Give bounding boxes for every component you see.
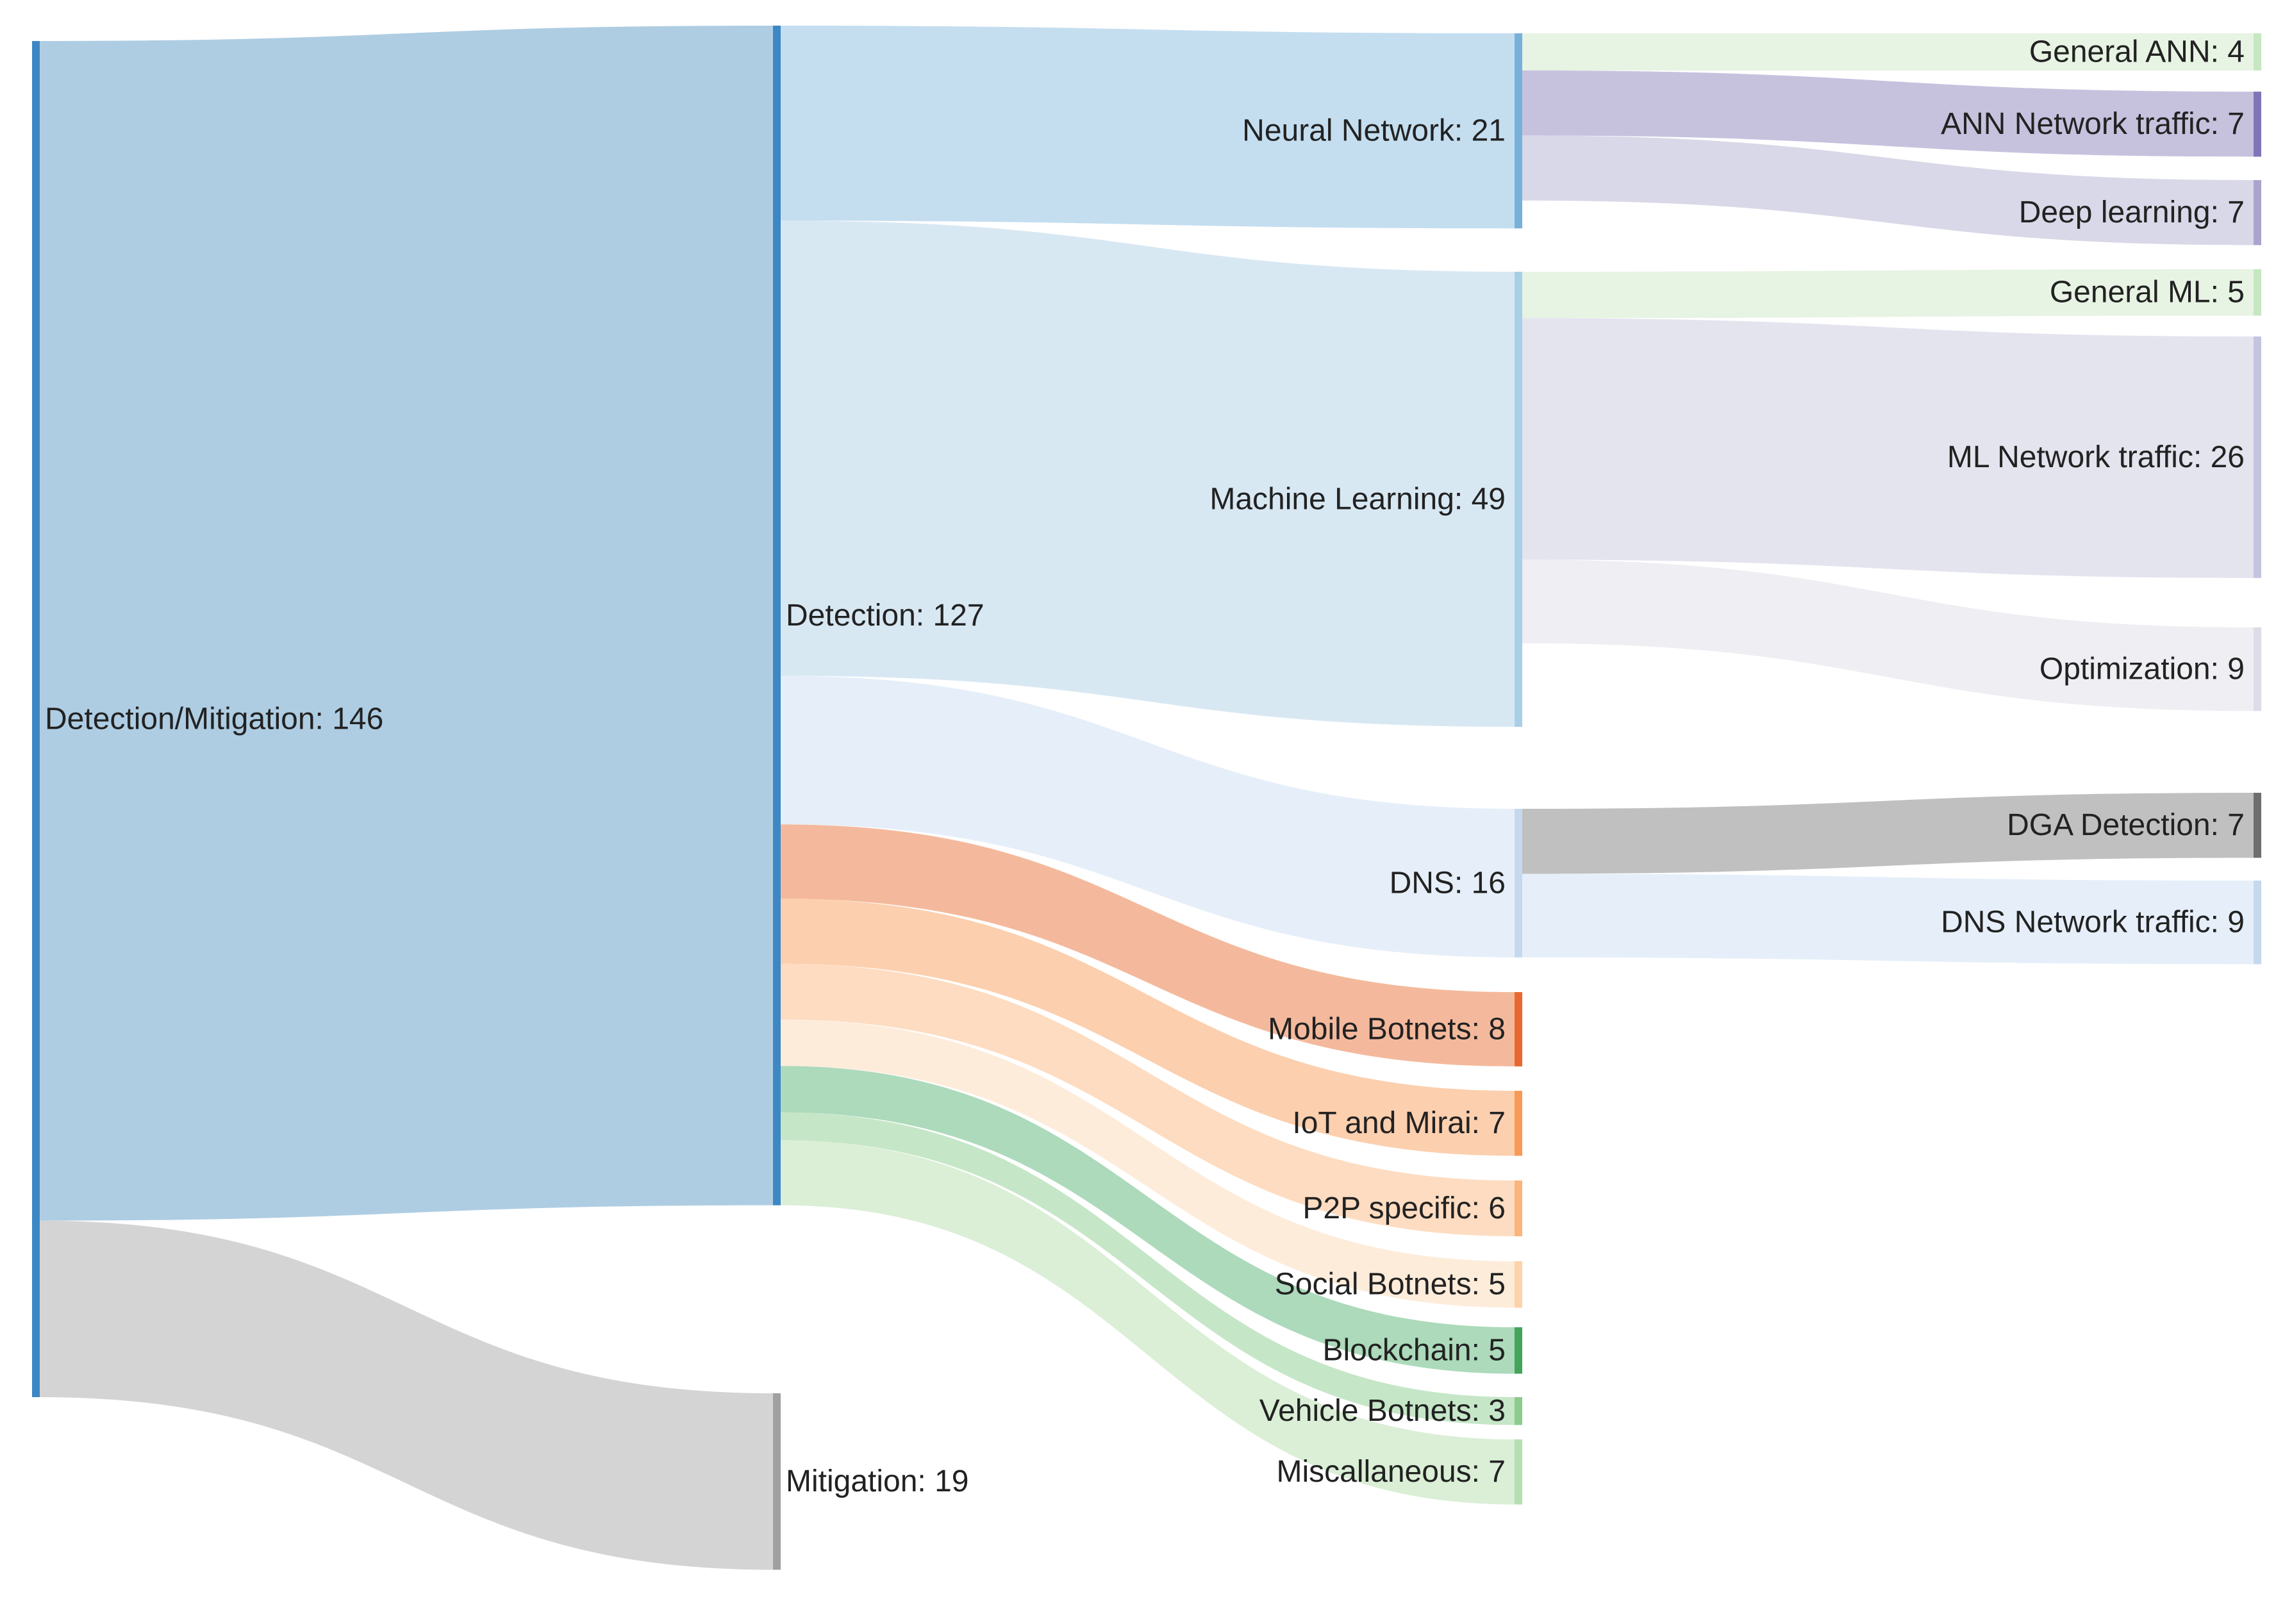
node-label-dl: Deep learning: 7 — [2019, 195, 2245, 229]
node-label-det: Detection: 127 — [786, 599, 984, 633]
node-bar-mit[interactable] — [773, 1393, 781, 1570]
link-ml-to-opt — [1522, 559, 2254, 711]
node-bar-p2p[interactable] — [1515, 1181, 1522, 1236]
node-label-gml: General ML: 5 — [2050, 276, 2245, 310]
link-det-to-iot — [781, 899, 1515, 1156]
node-label-nn: Neural Network: 21 — [1242, 114, 1506, 148]
link-det-to-veh — [781, 1112, 1515, 1425]
link-det-to-p2p — [781, 963, 1515, 1236]
node-bar-dl[interactable] — [2254, 180, 2261, 245]
node-bar-annt[interactable] — [2254, 92, 2261, 157]
node-label-opt: Optimization: 9 — [2039, 652, 2245, 686]
node-label-mit: Mitigation: 19 — [786, 1464, 969, 1498]
node-bar-mlnt[interactable] — [2254, 336, 2261, 578]
node-label-mob: Mobile Botnets: 8 — [1268, 1012, 1506, 1046]
node-label-dns: DNS: 16 — [1390, 866, 1506, 900]
node-bar-det[interactable] — [773, 26, 781, 1206]
node-bar-veh[interactable] — [1515, 1397, 1522, 1425]
node-label-blk: Blockchain: 5 — [1323, 1334, 1506, 1368]
node-bar-blk[interactable] — [1515, 1327, 1522, 1374]
link-nn-to-dl — [1522, 135, 2254, 245]
links-layer — [40, 26, 2254, 1570]
link-dm-to-det — [40, 26, 773, 1221]
node-bar-ml[interactable] — [1515, 272, 1522, 727]
node-label-veh: Vehicle Botnets: 3 — [1259, 1394, 1506, 1428]
node-bar-iot[interactable] — [1515, 1091, 1522, 1156]
link-det-to-nn — [781, 26, 1515, 229]
node-bar-dnst[interactable] — [2254, 881, 2261, 965]
node-label-dm: Detection/Mitigation: 146 — [45, 702, 383, 736]
node-bar-gann[interactable] — [2254, 33, 2261, 70]
link-det-to-soc — [781, 1019, 1515, 1308]
labels-layer: Detection/Mitigation: 146 Detection: 127 M… — [45, 35, 2245, 1498]
node-bar-dga[interactable] — [2254, 793, 2261, 858]
nodes-layer — [32, 26, 2261, 1570]
link-det-to-ml — [781, 220, 1515, 727]
link-det-to-dns — [781, 675, 1515, 957]
node-label-iot: IoT and Mirai: 7 — [1292, 1106, 1506, 1140]
node-bar-dns[interactable] — [1515, 809, 1522, 957]
node-label-annt: ANN Network traffic: 7 — [1941, 107, 2245, 141]
node-label-gann: General ANN: 4 — [2029, 35, 2245, 69]
node-label-p2p: P2P specific: 6 — [1302, 1191, 1506, 1225]
node-label-soc: Social Botnets: 5 — [1275, 1268, 1506, 1302]
node-label-ml: Machine Learning: 49 — [1209, 483, 1506, 517]
link-dns-to-dnst — [1522, 874, 2254, 965]
node-label-mlnt: ML Network traffic: 26 — [1947, 440, 2245, 474]
node-bar-dm[interactable] — [32, 41, 40, 1397]
link-det-to-mob — [781, 824, 1515, 1066]
node-label-misc: Miscallaneous: 7 — [1276, 1455, 1506, 1489]
node-bar-opt[interactable] — [2254, 627, 2261, 711]
node-bar-soc[interactable] — [1515, 1261, 1522, 1308]
link-ml-to-mlnt — [1522, 318, 2254, 578]
node-bar-mob[interactable] — [1515, 992, 1522, 1066]
link-dns-to-dga — [1522, 793, 2254, 874]
link-det-to-misc — [781, 1140, 1515, 1505]
link-nn-to-annt — [1522, 70, 2254, 157]
node-bar-misc[interactable] — [1515, 1439, 1522, 1505]
link-dm-to-mit — [40, 1220, 773, 1570]
link-det-to-blk — [781, 1066, 1515, 1374]
node-label-dnst: DNS Network traffic: 9 — [1941, 906, 2245, 940]
node-bar-gml[interactable] — [2254, 269, 2261, 316]
node-bar-nn[interactable] — [1515, 33, 1522, 229]
link-nn-to-gann — [1522, 33, 2254, 70]
link-ml-to-gml — [1522, 269, 2254, 319]
node-label-dga: DGA Detection: 7 — [2007, 808, 2245, 842]
